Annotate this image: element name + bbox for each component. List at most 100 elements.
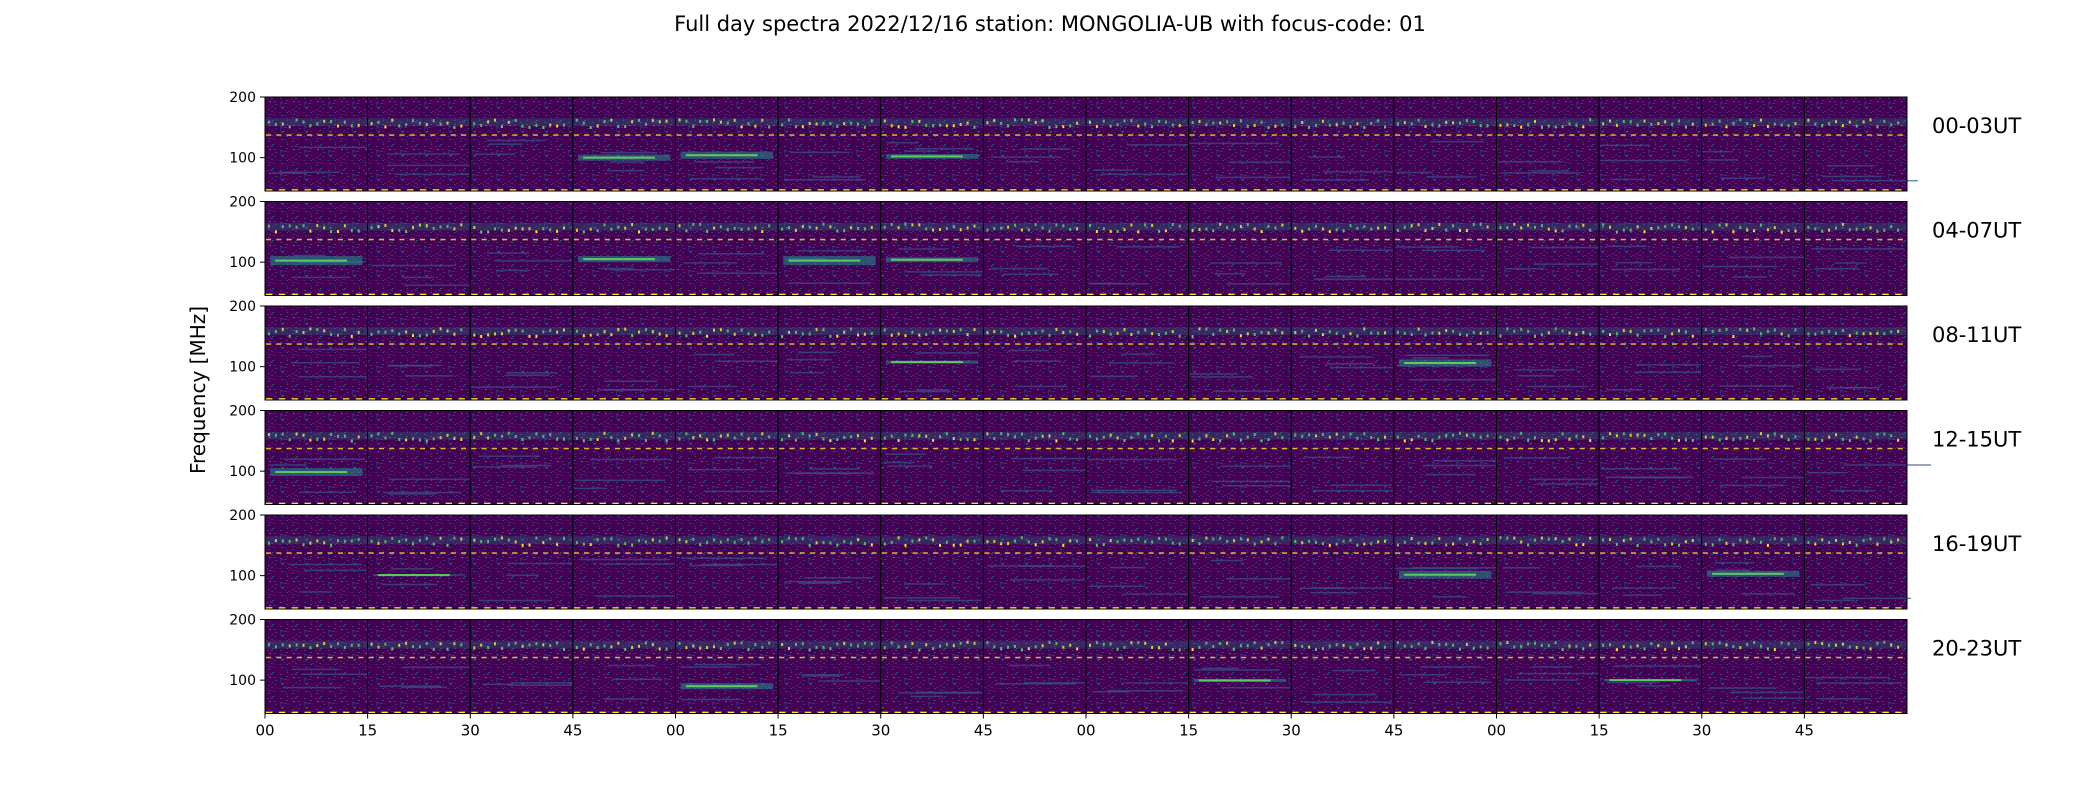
cal-dash <box>1510 293 1517 296</box>
streak <box>405 375 453 377</box>
row-label: 12-15UT <box>1932 428 2021 452</box>
cal-dash <box>1215 189 1222 191</box>
band-dot <box>1308 334 1311 338</box>
cal-dash <box>1510 502 1517 505</box>
cal-dash <box>971 607 978 609</box>
band-dot <box>1725 437 1728 440</box>
cal-dash <box>291 711 299 714</box>
band-dash <box>738 238 744 241</box>
cal-dash <box>1715 711 1722 714</box>
cal-dash <box>1497 398 1504 400</box>
band-dash <box>1456 343 1462 345</box>
cal-dash <box>1035 398 1043 400</box>
cal-dash <box>1202 502 1209 505</box>
band-dash <box>1846 552 1852 554</box>
band-wash <box>1393 536 1497 545</box>
band-dot <box>1431 123 1434 127</box>
spectrum-panel <box>1496 201 1600 296</box>
band-wash <box>675 431 779 440</box>
cal-dash <box>330 607 337 609</box>
band-dot <box>699 330 702 334</box>
band-dot <box>589 333 592 337</box>
cal-dash <box>766 711 773 714</box>
cal-dash <box>1369 293 1376 296</box>
band-dot <box>1520 125 1523 129</box>
band-dot <box>603 223 606 227</box>
cal-dash <box>1099 711 1107 714</box>
band-dash <box>1230 447 1236 450</box>
band-dot <box>925 227 928 231</box>
band-dash <box>1004 134 1011 136</box>
band-dash <box>502 238 508 241</box>
streak <box>1636 364 1706 366</box>
band-dash <box>1497 552 1503 554</box>
band-dash <box>717 238 723 241</box>
streak <box>696 272 779 274</box>
band-dash <box>1466 238 1472 241</box>
band-dot <box>357 330 360 334</box>
band-dash <box>1353 447 1359 450</box>
cal-dash <box>1510 607 1517 609</box>
band-dot <box>1144 122 1147 126</box>
band-dash <box>994 447 1000 450</box>
band-dot <box>418 538 421 542</box>
band-dot <box>1629 228 1632 232</box>
band-wash <box>880 222 984 231</box>
streak <box>612 678 663 680</box>
cal-base <box>1393 607 1497 609</box>
band-dash <box>584 134 590 136</box>
band-dot <box>1335 123 1338 127</box>
band-dash <box>748 447 754 450</box>
band-dash <box>1107 343 1113 345</box>
cal-dash <box>971 398 978 400</box>
band-dot <box>1718 119 1721 123</box>
band-dash <box>1066 134 1072 136</box>
band-dash <box>1528 552 1534 554</box>
band-dash <box>1610 238 1616 241</box>
band-dot <box>801 432 804 436</box>
band-dash <box>727 447 733 450</box>
spectrum-panel <box>470 306 573 400</box>
band-dot <box>1814 227 1817 231</box>
band-dot <box>959 437 962 441</box>
cal-dash <box>1074 189 1081 191</box>
band-dot <box>1862 228 1865 231</box>
band-dash <box>912 656 918 659</box>
band-dot <box>549 228 552 232</box>
band-dot <box>1643 647 1646 651</box>
band-dot <box>788 434 790 438</box>
band-dot <box>1472 433 1475 437</box>
band-dot <box>939 435 941 439</box>
band-dash <box>881 552 887 554</box>
band-dash <box>389 552 395 554</box>
band-dot <box>733 436 736 440</box>
streak <box>887 141 919 144</box>
band-dot <box>1664 543 1667 547</box>
cal-dash <box>1843 607 1851 609</box>
band-wash <box>265 536 368 545</box>
spectrum-panel <box>778 97 881 191</box>
streak <box>505 374 550 376</box>
streak <box>388 493 436 495</box>
cal-dash <box>1895 607 1902 609</box>
band-dot <box>528 436 531 440</box>
band-dash <box>1877 238 1883 241</box>
band-dot <box>1725 541 1728 545</box>
band-dot <box>274 645 277 649</box>
cal-dash <box>1087 398 1094 400</box>
band-dash <box>481 552 487 554</box>
cal-dash <box>830 711 837 714</box>
band-dot <box>1725 327 1728 331</box>
band-dash <box>1384 134 1390 136</box>
cal-dash <box>881 711 889 714</box>
cal-dash <box>432 711 440 714</box>
streak <box>1701 265 1778 268</box>
band-dash <box>450 134 456 136</box>
band-dash <box>1281 343 1288 345</box>
band-dot <box>1260 330 1263 334</box>
band-dot <box>1246 644 1249 648</box>
band-dot <box>1151 433 1154 437</box>
spectrum-panel <box>572 515 676 609</box>
band-wash <box>1086 640 1189 649</box>
cal-dash <box>381 293 388 296</box>
